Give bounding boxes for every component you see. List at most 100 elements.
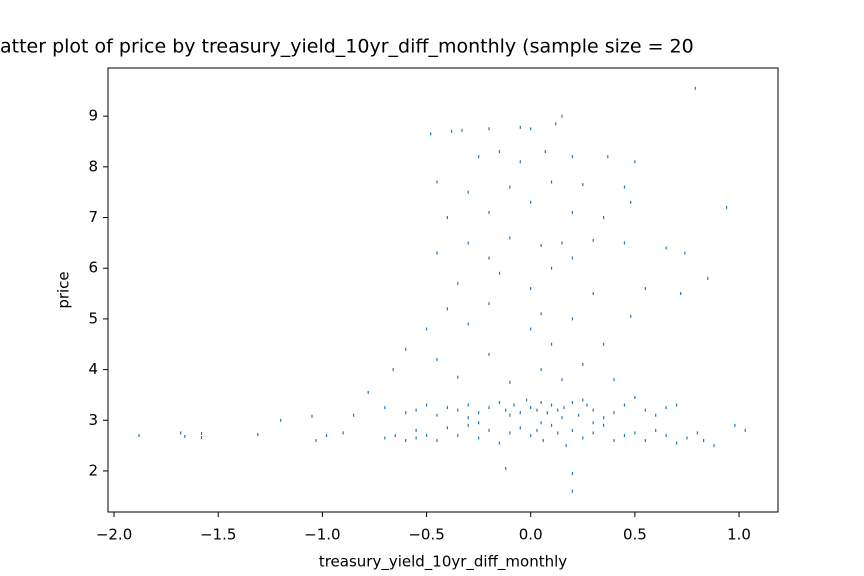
point [488,210,490,214]
point [592,292,594,296]
point [582,183,584,187]
point [519,125,521,129]
x-tick-label: −1.5 [200,526,236,544]
chart-title: atter plot of price by treasury_yield_10… [0,36,694,58]
x-tick-label: −2.0 [96,526,132,544]
point [488,428,490,432]
point [613,378,615,382]
point [703,439,705,443]
point [498,150,501,154]
point [675,403,678,407]
point [457,433,459,437]
point [592,431,594,435]
point [634,431,636,435]
point [603,342,605,346]
point [544,150,546,154]
point [530,327,532,331]
point [603,216,605,220]
point [694,86,696,90]
point [509,185,511,189]
point [550,342,553,346]
point [550,403,553,407]
point [498,401,501,405]
point [623,403,626,407]
point [200,431,203,435]
x-axis-label: treasury_yield_10yr_diff_monthly [319,553,567,572]
point [450,129,453,133]
y-tick-label: 3 [88,411,98,429]
point [530,127,532,131]
point [530,406,532,410]
point [623,185,626,189]
y-tick-label: 7 [88,208,98,226]
point [384,406,386,410]
point [342,431,344,435]
point [530,433,532,437]
point [603,423,605,427]
point [138,433,140,437]
point [509,236,511,240]
point [467,416,469,420]
x-tick-label: 1.0 [727,526,751,544]
point [707,276,709,280]
point [550,423,553,427]
point [630,314,632,318]
point [488,352,490,356]
point [498,441,501,445]
point [525,398,528,402]
point [467,241,469,245]
point [467,322,469,326]
point [467,190,469,194]
point [488,302,490,306]
point [582,398,584,402]
point [540,368,542,372]
point [571,471,573,475]
point [613,439,615,443]
point [542,439,544,443]
point [613,411,615,415]
point [530,200,532,204]
point [571,401,573,405]
point [436,180,438,184]
point [550,266,553,270]
point [488,127,490,131]
point [446,307,448,311]
point [519,411,521,415]
point [436,251,438,255]
y-tick-label: 5 [88,309,98,327]
point [430,132,432,136]
point [311,414,313,418]
point [367,390,369,394]
point [592,421,594,425]
point [557,408,559,412]
point [405,439,407,443]
point [571,155,573,159]
point [519,160,521,164]
point [436,413,438,417]
point [630,200,632,204]
point [180,431,182,435]
point [675,441,678,445]
point [571,428,573,432]
point [696,431,698,435]
point [623,241,626,245]
point [603,416,605,420]
point [478,436,480,440]
point [623,433,626,437]
point [325,433,328,437]
point [436,357,438,361]
point [546,411,548,415]
point [536,408,538,412]
point [665,246,667,250]
point [415,436,417,440]
point [744,428,746,432]
point [415,428,417,432]
point [505,408,507,412]
point [571,489,573,493]
point [550,180,553,184]
point [488,406,490,410]
point [540,243,542,247]
point [561,114,563,118]
point [488,256,490,260]
point [655,428,657,432]
